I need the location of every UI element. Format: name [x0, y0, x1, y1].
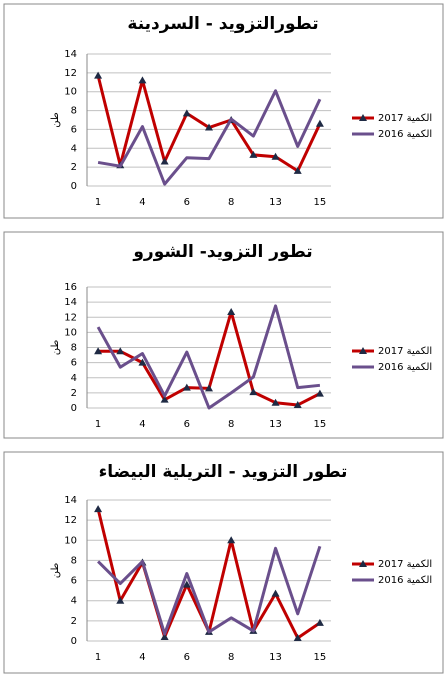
point-marker: [182, 383, 191, 391]
x-tick-label: 6: [184, 419, 190, 430]
x-tick-label: 4: [139, 419, 145, 430]
y-tick-label: 4: [71, 143, 77, 154]
y-axis-label: طن: [50, 340, 61, 356]
point-marker: [94, 347, 103, 355]
chart-title: تطورالتزويد - السردينة: [127, 14, 318, 34]
y-tick-label: 2: [71, 388, 77, 399]
x-tick-label: 8: [228, 419, 234, 430]
x-tick-label: 13: [269, 419, 282, 430]
y-tick-label: 12: [64, 312, 77, 323]
y-axis-label: طن: [50, 112, 61, 128]
x-tick-label: 6: [184, 652, 190, 663]
y-tick-label: 16: [64, 282, 77, 293]
y-tick-label: 8: [71, 555, 77, 566]
panel-frame: [3, 451, 444, 674]
y-tick-label: 10: [64, 87, 77, 98]
legend-marker: [359, 114, 367, 121]
y-tick-label: 4: [71, 596, 77, 607]
y-axis-label: طن: [50, 563, 61, 579]
point-marker: [160, 157, 169, 165]
legend-label: 2016 الكمية: [378, 362, 432, 373]
y-tick-label: 0: [71, 636, 77, 647]
panel-frame: [3, 231, 444, 439]
point-marker: [205, 384, 213, 392]
point-marker: [293, 633, 302, 641]
x-tick-label: 1: [95, 197, 101, 208]
x-tick-label: 13: [269, 197, 282, 208]
y-tick-label: 0: [71, 181, 77, 192]
x-tick-label: 4: [139, 652, 145, 663]
y-tick-label: 2: [71, 616, 77, 627]
y-tick-label: 10: [64, 327, 77, 338]
x-tick-label: 8: [228, 652, 234, 663]
y-tick-label: 2: [71, 162, 77, 173]
y-tick-label: 0: [71, 403, 77, 414]
y-tick-label: 12: [64, 515, 77, 526]
point-marker: [227, 307, 236, 315]
x-tick-label: 1: [95, 419, 101, 430]
point-marker: [271, 589, 280, 597]
y-tick-label: 10: [64, 535, 77, 546]
y-tick-label: 14: [64, 49, 77, 60]
series-line: [97, 545, 322, 636]
point-marker: [315, 119, 324, 127]
point-marker: [249, 388, 258, 396]
x-tick-label: 15: [314, 652, 327, 663]
y-tick-label: 8: [71, 106, 77, 117]
chart-title: تطور التزويد - التريلية البيضاء: [99, 462, 348, 482]
x-tick-label: 15: [314, 197, 327, 208]
panel-frame: [3, 3, 444, 219]
point-marker: [94, 505, 103, 513]
point-marker: [249, 150, 258, 158]
point-marker: [138, 358, 147, 366]
point-marker: [160, 395, 169, 403]
y-tick-label: 14: [64, 297, 77, 308]
x-tick-label: 1: [95, 652, 101, 663]
legend-label: 2016 الكمية: [378, 129, 432, 140]
legend-label: 2017 الكمية: [378, 113, 432, 124]
y-tick-label: 6: [71, 576, 77, 587]
legend-label: 2016 الكمية: [378, 575, 432, 586]
point-marker: [116, 347, 125, 355]
point-marker: [160, 632, 169, 640]
point-marker: [271, 398, 280, 406]
point-marker: [205, 123, 213, 131]
point-marker: [138, 76, 147, 84]
point-marker: [293, 166, 302, 174]
point-marker: [182, 109, 191, 117]
y-tick-label: 4: [71, 373, 77, 384]
y-tick-label: 12: [64, 68, 77, 79]
point-marker: [182, 580, 191, 588]
y-tick-label: 8: [71, 343, 77, 354]
point-marker: [315, 389, 324, 397]
point-marker: [271, 152, 280, 160]
x-tick-label: 15: [314, 419, 327, 430]
x-tick-label: 6: [184, 197, 190, 208]
y-tick-label: 6: [71, 358, 77, 369]
point-marker: [227, 536, 236, 544]
chart-title: تطور التزويد- الشورو: [132, 242, 312, 262]
series-line: [97, 89, 322, 186]
legend-label: 2017 الكمية: [378, 559, 432, 570]
legend-marker: [359, 560, 367, 567]
point-marker: [116, 596, 125, 604]
point-marker: [315, 618, 324, 626]
point-marker: [94, 71, 103, 79]
series-line: [96, 304, 321, 410]
x-tick-label: 4: [139, 197, 145, 208]
x-tick-label: 13: [269, 652, 282, 663]
point-marker: [293, 400, 302, 408]
legend-marker: [359, 347, 367, 354]
y-tick-label: 6: [71, 124, 77, 135]
y-tick-label: 14: [64, 495, 77, 506]
legend-label: 2017 الكمية: [378, 346, 432, 357]
x-tick-label: 8: [228, 197, 234, 208]
